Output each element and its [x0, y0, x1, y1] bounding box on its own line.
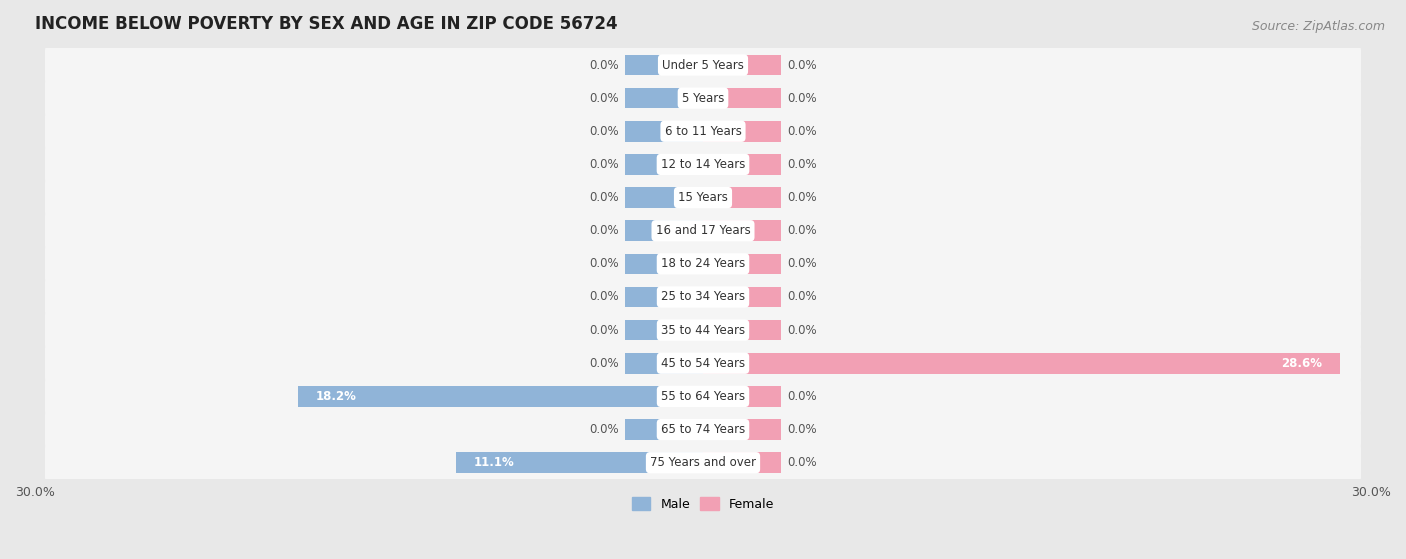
- Text: 0.0%: 0.0%: [589, 224, 619, 237]
- Bar: [626, 220, 703, 241]
- Bar: [703, 287, 780, 307]
- Text: 12 to 14 Years: 12 to 14 Years: [661, 158, 745, 171]
- Text: 0.0%: 0.0%: [787, 92, 817, 105]
- Bar: [703, 254, 780, 274]
- Text: 0.0%: 0.0%: [589, 59, 619, 72]
- FancyBboxPatch shape: [45, 311, 1361, 349]
- FancyBboxPatch shape: [45, 79, 1361, 117]
- Bar: [626, 287, 703, 307]
- FancyBboxPatch shape: [45, 178, 1361, 217]
- Text: 65 to 74 Years: 65 to 74 Years: [661, 423, 745, 436]
- Bar: [626, 320, 703, 340]
- FancyBboxPatch shape: [45, 278, 1361, 316]
- Text: 55 to 64 Years: 55 to 64 Years: [661, 390, 745, 403]
- FancyBboxPatch shape: [45, 112, 1361, 150]
- Text: 0.0%: 0.0%: [787, 59, 817, 72]
- Text: 0.0%: 0.0%: [787, 423, 817, 436]
- Bar: [703, 419, 780, 440]
- Text: 5 Years: 5 Years: [682, 92, 724, 105]
- Text: 45 to 54 Years: 45 to 54 Years: [661, 357, 745, 369]
- FancyBboxPatch shape: [45, 410, 1361, 449]
- Text: 0.0%: 0.0%: [787, 125, 817, 138]
- Text: 75 Years and over: 75 Years and over: [650, 456, 756, 469]
- Text: 35 to 44 Years: 35 to 44 Years: [661, 324, 745, 337]
- Bar: [703, 386, 780, 407]
- FancyBboxPatch shape: [45, 46, 1361, 84]
- Text: 0.0%: 0.0%: [589, 257, 619, 271]
- Text: 0.0%: 0.0%: [589, 291, 619, 304]
- FancyBboxPatch shape: [45, 444, 1361, 482]
- FancyBboxPatch shape: [45, 344, 1361, 382]
- Text: Under 5 Years: Under 5 Years: [662, 59, 744, 72]
- Text: 0.0%: 0.0%: [787, 224, 817, 237]
- Bar: [703, 88, 780, 108]
- Bar: [703, 320, 780, 340]
- Bar: [626, 254, 703, 274]
- Bar: [703, 220, 780, 241]
- Bar: [626, 88, 703, 108]
- Bar: [456, 452, 703, 473]
- Text: 0.0%: 0.0%: [589, 92, 619, 105]
- Text: 0.0%: 0.0%: [787, 390, 817, 403]
- Bar: [626, 55, 703, 75]
- Text: 0.0%: 0.0%: [589, 125, 619, 138]
- Text: 0.0%: 0.0%: [589, 191, 619, 204]
- Bar: [703, 55, 780, 75]
- Text: 25 to 34 Years: 25 to 34 Years: [661, 291, 745, 304]
- Bar: [298, 386, 703, 407]
- FancyBboxPatch shape: [45, 145, 1361, 183]
- FancyBboxPatch shape: [45, 245, 1361, 283]
- Bar: [703, 154, 780, 175]
- FancyBboxPatch shape: [45, 377, 1361, 415]
- Bar: [703, 187, 780, 208]
- Text: 0.0%: 0.0%: [589, 423, 619, 436]
- Bar: [703, 452, 780, 473]
- Text: INCOME BELOW POVERTY BY SEX AND AGE IN ZIP CODE 56724: INCOME BELOW POVERTY BY SEX AND AGE IN Z…: [35, 15, 617, 33]
- Text: 0.0%: 0.0%: [787, 158, 817, 171]
- Text: 6 to 11 Years: 6 to 11 Years: [665, 125, 741, 138]
- Text: 0.0%: 0.0%: [589, 158, 619, 171]
- Bar: [626, 154, 703, 175]
- Bar: [626, 121, 703, 141]
- Bar: [626, 187, 703, 208]
- Bar: [626, 353, 703, 373]
- Text: 11.1%: 11.1%: [474, 456, 515, 469]
- Text: 18.2%: 18.2%: [315, 390, 356, 403]
- Text: 0.0%: 0.0%: [787, 191, 817, 204]
- Text: 0.0%: 0.0%: [787, 257, 817, 271]
- Bar: [703, 121, 780, 141]
- Text: 0.0%: 0.0%: [589, 324, 619, 337]
- FancyBboxPatch shape: [45, 212, 1361, 250]
- Text: 0.0%: 0.0%: [589, 357, 619, 369]
- Text: 15 Years: 15 Years: [678, 191, 728, 204]
- Legend: Male, Female: Male, Female: [627, 492, 779, 516]
- Text: 18 to 24 Years: 18 to 24 Years: [661, 257, 745, 271]
- Text: 0.0%: 0.0%: [787, 324, 817, 337]
- Text: 28.6%: 28.6%: [1281, 357, 1322, 369]
- Bar: [703, 353, 1340, 373]
- Text: 16 and 17 Years: 16 and 17 Years: [655, 224, 751, 237]
- Text: 0.0%: 0.0%: [787, 456, 817, 469]
- Text: 0.0%: 0.0%: [787, 291, 817, 304]
- Text: Source: ZipAtlas.com: Source: ZipAtlas.com: [1251, 20, 1385, 32]
- Bar: [626, 419, 703, 440]
